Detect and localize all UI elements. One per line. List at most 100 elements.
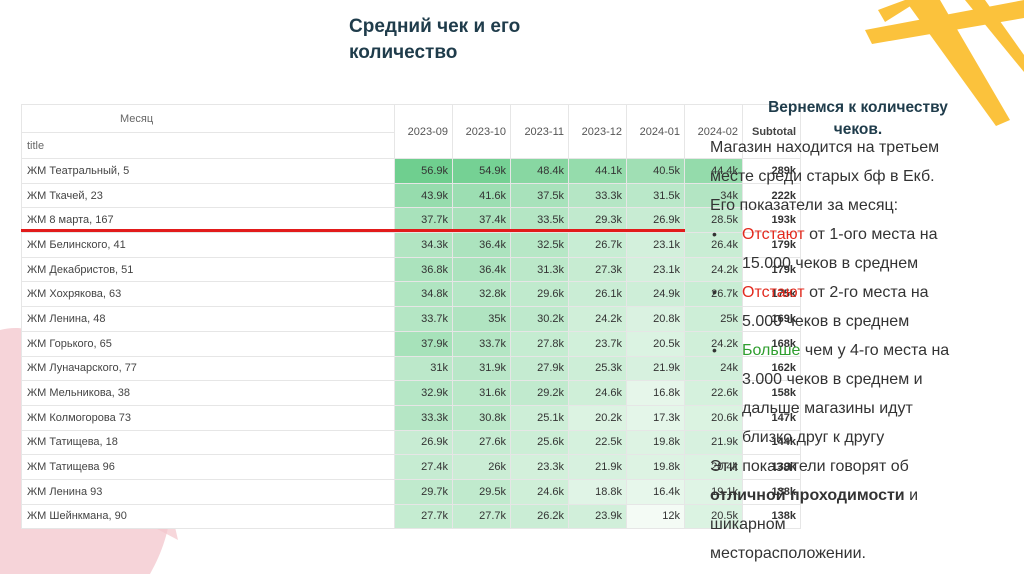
value-cell: 29.6k xyxy=(510,281,569,308)
sun-ray-2 xyxy=(905,0,1010,126)
bullet-1-keyword: Отстают xyxy=(742,226,805,243)
bullet-3-keyword: Больше xyxy=(742,342,801,359)
table-row: ЖМ Татищева, 18 26.9k 27.6k 25.6k 22.5k 19.8k… xyxy=(21,429,801,456)
value-cell: 24.2k xyxy=(568,306,627,332)
outro-line1: Эти показатели говорят об xyxy=(710,458,909,475)
right-heading-line1: Вернемся к количеству xyxy=(768,99,948,116)
bullet-1-text: от 1-ого места на xyxy=(804,226,938,243)
outro-line4: месторасположении. xyxy=(710,545,866,562)
table-row: ЖМ Театральный, 5 56.9k 54.9k 48.4k 44.1k 40.… xyxy=(21,158,801,184)
table-row: ЖМ Ленина 93 29.7k 29.5k 24.6k 18.8k 16.4k 19.… xyxy=(21,478,801,505)
value-cell: 24.6k xyxy=(568,380,627,406)
bullet-3-line3: дальше магазины идут xyxy=(742,400,913,417)
row-title: ЖМ Ткачей, 23 xyxy=(21,182,395,209)
value-cell: 26.2k xyxy=(510,503,569,530)
value-cell: 43.9k xyxy=(394,182,453,209)
value-cell: 34k xyxy=(684,182,743,209)
value-cell: 24.6k xyxy=(510,478,569,505)
table-row: ЖМ Белинского, 41 34.3k 36.4k 32.5k 26.7k 23.… xyxy=(21,232,801,258)
value-cell: 27.7k xyxy=(452,503,511,530)
month-2023-11: 2023-11 xyxy=(510,104,569,159)
bullet-dot: • xyxy=(712,284,717,300)
value-cell: 33.3k xyxy=(568,182,627,209)
value-cell: 37.4k xyxy=(452,207,511,234)
slide-title-line1: Средний чек и его xyxy=(349,16,521,37)
value-cell: 27.7k xyxy=(394,503,453,530)
checks-table: Месяц 2023-09 2023-10 2023-11 2023-12 20… xyxy=(21,104,801,530)
right-heading: Вернемся к количеству чеков. xyxy=(733,97,983,141)
value-cell: 29.3k xyxy=(568,207,627,234)
value-cell: 32.8k xyxy=(452,281,511,308)
value-cell: 31.9k xyxy=(452,355,511,382)
value-cell: 26k xyxy=(452,454,511,480)
bullet-dot: • xyxy=(712,226,717,242)
right-heading-line2: чеков. xyxy=(833,121,883,138)
value-cell: 29.5k xyxy=(452,478,511,505)
row-title: ЖМ Татищева, 18 xyxy=(21,429,395,456)
value-cell: 36.8k xyxy=(394,256,453,283)
row-title: ЖМ Ленина 93 xyxy=(21,478,395,505)
value-cell: 25.3k xyxy=(568,355,627,382)
row-title: ЖМ Мельникова, 38 xyxy=(21,380,395,406)
row-title: ЖМ Белинского, 41 xyxy=(21,232,395,258)
table-row: ЖМ Татищева 96 27.4k 26k 23.3k 21.9k 19.8k 20.… xyxy=(21,454,801,480)
value-cell: 27.8k xyxy=(510,330,569,357)
bullet-2-line2: 5.000 чеков в среднем xyxy=(742,313,910,330)
table-row: ЖМ Луначарского, 77 31k 31.9k 27.9k 25.3k 21.… xyxy=(21,355,801,382)
outro-after-bold: и xyxy=(904,487,919,504)
value-cell: 16.4k xyxy=(626,478,685,505)
table-row: ЖМ Ленина, 48 33.7k 35k 30.2k 24.2k 20.8k 25k 1… xyxy=(21,306,801,332)
subtotal-cell: 179k xyxy=(742,232,801,258)
notes-text: Магазин находится на третьем месте среди… xyxy=(710,133,1010,568)
bullet-3-text: чем у 4-го места на xyxy=(800,342,950,359)
slide-title: Средний чек и его количество xyxy=(349,14,649,66)
month-2023-12: 2023-12 xyxy=(568,104,627,159)
value-cell: 29.2k xyxy=(510,380,569,406)
value-cell: 33.7k xyxy=(394,306,453,332)
outro-line3: шикарном xyxy=(710,516,786,533)
value-cell: 26.1k xyxy=(568,281,627,308)
month-2024-02: 2024-02 xyxy=(684,104,743,159)
value-cell: 20.5k xyxy=(626,330,685,357)
month-2023-09: 2023-09 xyxy=(394,104,453,159)
value-cell: 44.1k xyxy=(568,158,627,184)
value-cell: 23.1k xyxy=(626,256,685,283)
value-cell: 16.8k xyxy=(626,380,685,406)
intro-line3: Его показатели за месяц: xyxy=(710,197,899,214)
value-cell: 54.9k xyxy=(452,158,511,184)
value-cell: 37.5k xyxy=(510,182,569,209)
bullet-1-line2: 15.000 чеков в среднем xyxy=(742,255,919,272)
subtotal-cell: 144k xyxy=(742,429,801,456)
table-row: ЖМ Декабристов, 51 36.8k 36.4k 31.3k 27.3k 23… xyxy=(21,256,801,283)
value-cell: 34.3k xyxy=(394,232,453,258)
value-cell: 22.5k xyxy=(568,429,627,456)
value-cell: 23.3k xyxy=(510,454,569,480)
value-cell: 33.5k xyxy=(510,207,569,234)
value-cell: 26.9k xyxy=(394,429,453,456)
value-cell: 23.1k xyxy=(626,232,685,258)
value-cell: 24.2k xyxy=(684,256,743,283)
bullet-3-line2: 3.000 чеков в среднем и xyxy=(742,371,923,388)
value-cell: 56.9k xyxy=(394,158,453,184)
month-2024-01: 2024-01 xyxy=(626,104,685,159)
table-body: ЖМ Театральный, 5 56.9k 54.9k 48.4k 44.1k 40.… xyxy=(21,158,801,530)
value-cell: 21.9k xyxy=(568,454,627,480)
value-cell: 27.3k xyxy=(568,256,627,283)
value-cell: 19.8k xyxy=(626,429,685,456)
value-cell: 23.9k xyxy=(568,503,627,530)
value-cell: 31.6k xyxy=(452,380,511,406)
value-cell: 21.9k xyxy=(684,429,743,456)
bullet-3-line4: близко друг к другу xyxy=(742,429,885,446)
value-cell: 21.9k xyxy=(626,355,685,382)
highlight-red-line xyxy=(21,229,685,232)
value-cell: 20.5k xyxy=(684,503,743,530)
row-title: ЖМ Колмогорова 73 xyxy=(21,404,395,431)
value-cell: 30.2k xyxy=(510,306,569,332)
bullet-2: • Отстают от 2-го места на 5.000 чеков в… xyxy=(710,278,1010,336)
subtotal-header: Subtotal xyxy=(742,104,801,159)
value-cell: 19.8k xyxy=(626,454,685,480)
subtotal-cell: 175k xyxy=(742,281,801,308)
sun-ray-4 xyxy=(878,0,920,22)
value-cell: 33.3k xyxy=(394,404,453,431)
value-cell: 27.9k xyxy=(510,355,569,382)
